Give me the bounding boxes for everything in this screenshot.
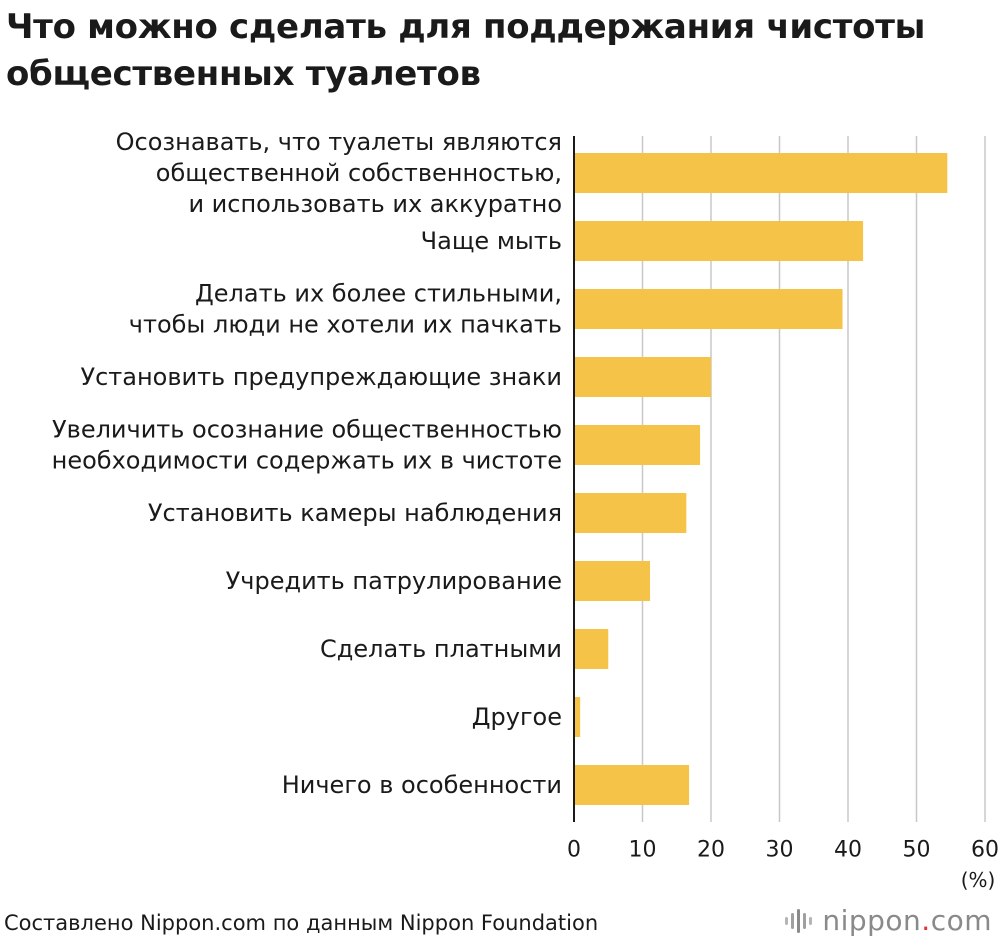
category-label: Установить камеры наблюдения bbox=[148, 499, 562, 527]
chart-title: Что можно сделать для поддержания чистот… bbox=[6, 4, 986, 98]
category-label: Ничего в особенности bbox=[282, 771, 562, 799]
bar bbox=[574, 629, 609, 669]
category-label: Чаще мыть bbox=[421, 227, 562, 255]
bar bbox=[574, 493, 687, 533]
bar bbox=[574, 357, 711, 397]
chart-title-line-2: общественных туалетов bbox=[6, 54, 481, 94]
bar bbox=[574, 425, 701, 465]
category-label: Увеличить осознание общественностью bbox=[52, 416, 562, 444]
x-tick-label: 40 bbox=[834, 838, 862, 863]
x-tick-label: 30 bbox=[766, 838, 794, 863]
source-note: Составлено Nippon.com по данным Nippon F… bbox=[4, 911, 599, 935]
bar bbox=[574, 221, 864, 261]
bar-chart: Осознавать, что туалеты являются обществе… bbox=[52, 128, 999, 892]
x-tick-label: 60 bbox=[971, 838, 999, 863]
category-label: Учредить патрулирование bbox=[226, 567, 562, 595]
x-tick-label: 0 bbox=[567, 838, 581, 863]
category-label: Сделать платными bbox=[320, 635, 562, 663]
category-label: Осознавать, что туалеты являются bbox=[116, 128, 562, 156]
x-unit-label: (%) bbox=[961, 868, 996, 892]
category-label: и использовать их аккуратно bbox=[188, 190, 562, 218]
brand-logo: nippon.com bbox=[784, 906, 992, 936]
brand-name-dot: . bbox=[921, 904, 931, 937]
brand-name-main: nippon bbox=[822, 904, 922, 937]
category-label: общественной собственностью, bbox=[156, 159, 562, 187]
bar bbox=[574, 561, 651, 601]
category-label: Другое bbox=[472, 703, 562, 731]
brand-name-suffix: com bbox=[930, 904, 992, 937]
category-label: чтобы люди не хотели их пачкать bbox=[129, 311, 562, 339]
x-tick-label: 50 bbox=[903, 838, 931, 863]
bar bbox=[574, 289, 843, 329]
brand-name: nippon.com bbox=[822, 906, 992, 936]
bar bbox=[574, 153, 948, 193]
nippon-mark-icon bbox=[785, 909, 813, 933]
category-label: необходимости содержать их в чистоте bbox=[52, 447, 562, 475]
chart-title-line-1: Что можно сделать для поддержания чистот… bbox=[6, 7, 926, 47]
x-tick-label: 10 bbox=[629, 838, 657, 863]
x-tick-label: 20 bbox=[697, 838, 725, 863]
bar bbox=[574, 765, 690, 805]
category-label: Установить предупреждающие знаки bbox=[80, 363, 562, 391]
category-label: Делать их более стильными, bbox=[195, 280, 562, 308]
bar bbox=[574, 697, 581, 737]
